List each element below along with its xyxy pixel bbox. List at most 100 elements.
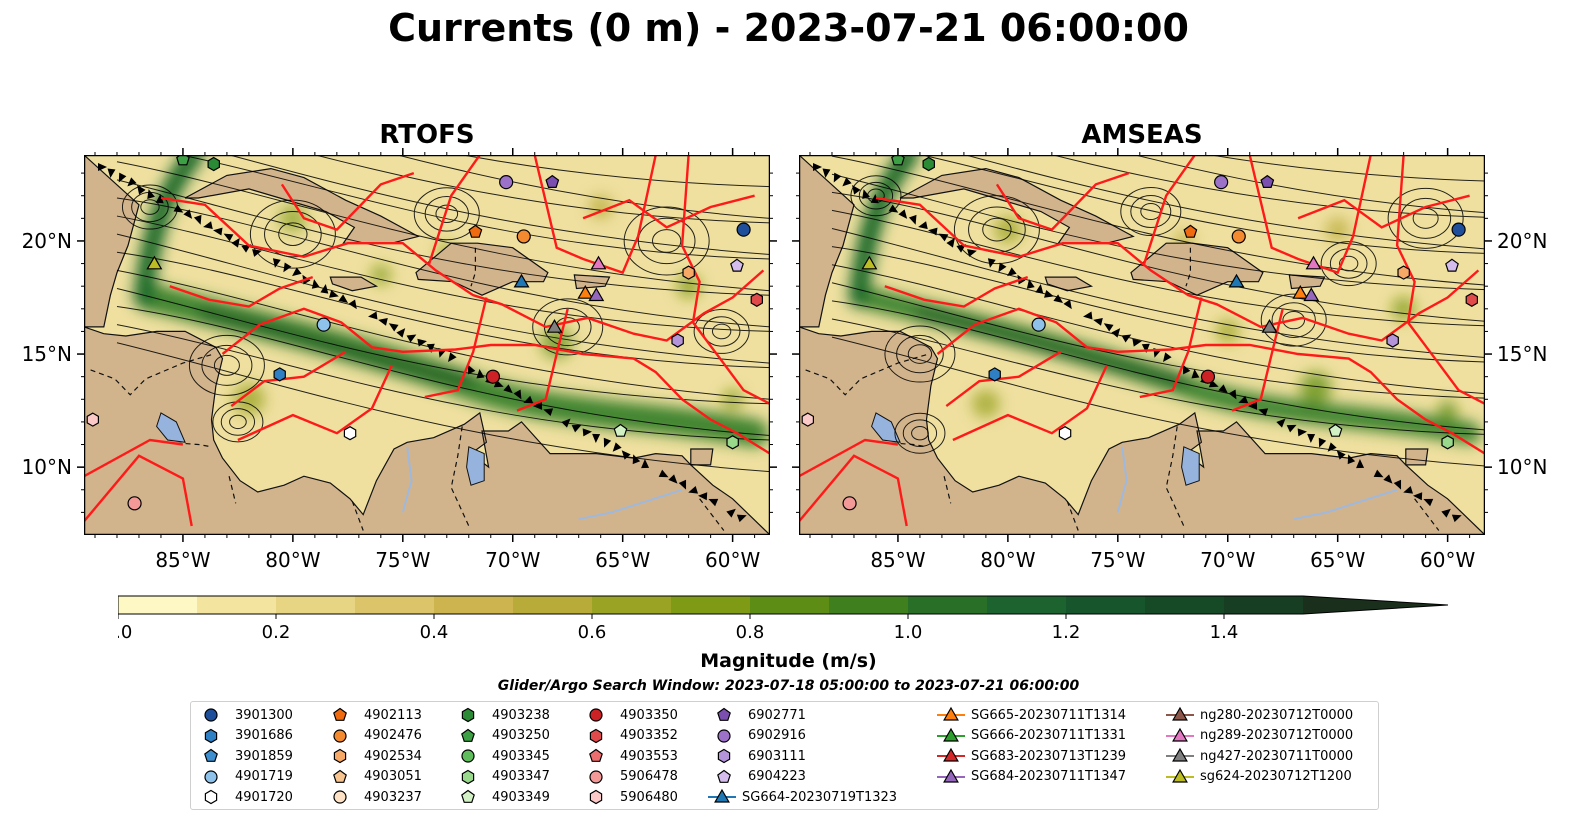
hexagon-marker-icon [717,748,731,764]
colorbar-segment [908,596,988,614]
float-marker-6902771 [1260,174,1275,189]
float-marker-6904223 [730,258,744,272]
pentagon-marker-icon [333,707,347,721]
legend-item: SG666-20230711T1331 [937,726,1126,746]
hexagon-marker-icon [204,790,218,805]
float-marker-3901300 [736,222,751,237]
legend-item: SG665-20230711T1314 [937,705,1126,725]
float-marker-3901300 [1451,222,1466,237]
legend-item: 4901720 [201,787,293,807]
float-marker-4903238 [207,156,220,172]
panel-title-amseas: AMSEAS [1081,120,1203,150]
circle-marker-icon [204,770,218,784]
float-marker-6902916 [1214,175,1229,190]
legend-item: 4902476 [330,726,422,746]
legend-item-label: 4903349 [492,789,550,805]
lon-tick-label: 65°W [1310,548,1365,572]
triangle-line-marker-icon [937,727,965,742]
triangle-line-marker-icon [1166,727,1194,742]
legend-item-label: 6902916 [748,728,806,744]
map-content [84,155,770,535]
float-marker-3901686 [988,367,1001,382]
lon-tick-label: 75°W [375,548,430,572]
colorbar-segment [592,596,672,614]
legend-item: 4903237 [330,787,422,807]
legend-item: 5906480 [586,787,678,807]
legend-item: 4903553 [586,746,678,766]
float-marker-6904223 [1445,258,1459,272]
search-window-text: Glider/Argo Search Window: 2023-07-18 05… [497,678,1080,694]
lat-tick-label: 15°N [22,342,72,366]
colorbar-segment [118,596,198,614]
pentagon-marker-icon [589,748,603,763]
circle-marker-icon [589,708,603,722]
pentagon-marker-icon [461,728,475,742]
legend-item-label: 4903051 [364,769,422,785]
legend-item: 3901300 [201,705,293,725]
triangle-line-marker-icon [708,789,736,803]
legend-item-label: ng427-20230711T0000 [1200,748,1354,764]
float-marker-5906478 [842,496,857,511]
legend-item: SG664-20230719T1323 [708,787,897,807]
lat-tick-label: 20°N [1497,229,1547,253]
legend-item: SG684-20230711T1347 [937,767,1126,787]
float-marker-4903349 [1328,423,1343,437]
float-marker-6903111 [1386,333,1399,348]
glider-marker-ng427-20230711T0000 [1261,319,1278,333]
legend-item: ng280-20230712T0000 [1166,705,1353,725]
pentagon-marker-icon [717,707,731,721]
colorbar-tick-label: 0.4 [420,622,449,642]
legend-item-label: 4903350 [620,707,678,723]
lon-tick-label: 80°W [265,548,320,572]
lon-tick-label: 85°W [870,548,925,572]
legend-item: 6902916 [714,726,806,746]
float-marker-3901686 [273,367,286,382]
float-marker-5906478 [127,496,142,511]
lat-tick-label: 20°N [22,229,72,253]
float-marker-5906480 [801,412,814,427]
colorbar-segment [276,596,356,614]
colorbar-segment [1145,596,1225,614]
triangle-line-marker-icon [937,706,965,721]
circle-marker-icon [333,790,347,804]
pentagon-marker-icon [461,790,475,804]
triangle-line-marker-icon [1166,768,1194,783]
legend-item: ng289-20230712T0000 [1166,726,1353,746]
hexagon-marker-icon [461,707,475,723]
legend-item: 4903349 [458,787,550,807]
legend-item-label: SG683-20230713T1239 [971,748,1127,764]
legend-item: 5906478 [586,767,678,787]
glider-marker-ng427-20230711T0000 [546,319,563,333]
hexagon-marker-icon [461,769,475,784]
legend-item-label: SG665-20230711T1314 [971,707,1127,723]
float-marker-4903347 [1441,435,1454,450]
colorbar-tick-label: 1.4 [1210,622,1239,642]
legend-item-label: sg624-20230712T1200 [1200,769,1352,785]
legend-item: 4903238 [458,705,550,725]
hexagon-marker-icon [204,728,218,743]
legend-item: 4902113 [330,705,422,725]
float-marker-4903250 [891,155,905,166]
float-marker-4901719 [1031,317,1046,332]
glider-marker-SG664-20230719T1323 [513,273,530,288]
legend-item-label: 5906480 [620,789,678,805]
float-marker-4903350 [1200,369,1216,384]
legend-item-label: ng280-20230712T0000 [1200,707,1354,723]
float-marker-6902771 [545,174,560,189]
legend-item: 4903051 [330,767,422,787]
legend-item-label: 6903111 [748,748,806,764]
legend-item-label: 4903237 [364,789,422,805]
legend-item-label: 4903345 [492,748,550,764]
legend-item: 4902534 [330,746,422,766]
legend-item-label: 4903347 [492,769,550,785]
float-marker-6902916 [499,175,514,190]
colorbar-segment [750,596,830,614]
circle-marker-icon [204,708,218,722]
hexagon-marker-icon [589,728,603,743]
float-marker-4903238 [922,156,935,172]
colorbar-segment [671,596,751,614]
legend-item-label: SG666-20230711T1331 [971,728,1127,744]
glider-marker-SG684-20230711T1347 [1303,287,1320,302]
legend-item-label: 4903238 [492,707,550,723]
lat-tick-label: 10°N [1497,455,1547,479]
